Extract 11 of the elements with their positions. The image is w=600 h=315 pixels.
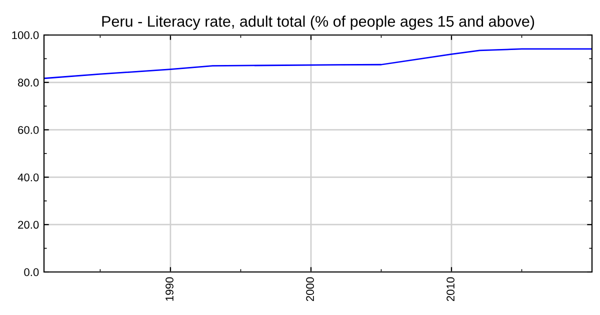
y-tick-label: 80.0 bbox=[18, 78, 39, 87]
y-tick-label: 60.0 bbox=[18, 126, 39, 134]
y-tick-label: 40.0 bbox=[18, 173, 39, 182]
chart-title: Peru - Literacy rate, adult total (% of people ages 15 and above) bbox=[102, 16, 534, 30]
x-tick-label: 2000 bbox=[306, 277, 314, 302]
line-series bbox=[44, 48, 592, 80]
y-tick-label: 0.0 bbox=[24, 268, 39, 276]
y-tick-label: 100.0 bbox=[12, 31, 39, 40]
x-tick-label: 1990 bbox=[166, 277, 174, 301]
y-tick-label: 20.0 bbox=[18, 220, 39, 229]
x-tick-label: 2010 bbox=[446, 277, 454, 302]
